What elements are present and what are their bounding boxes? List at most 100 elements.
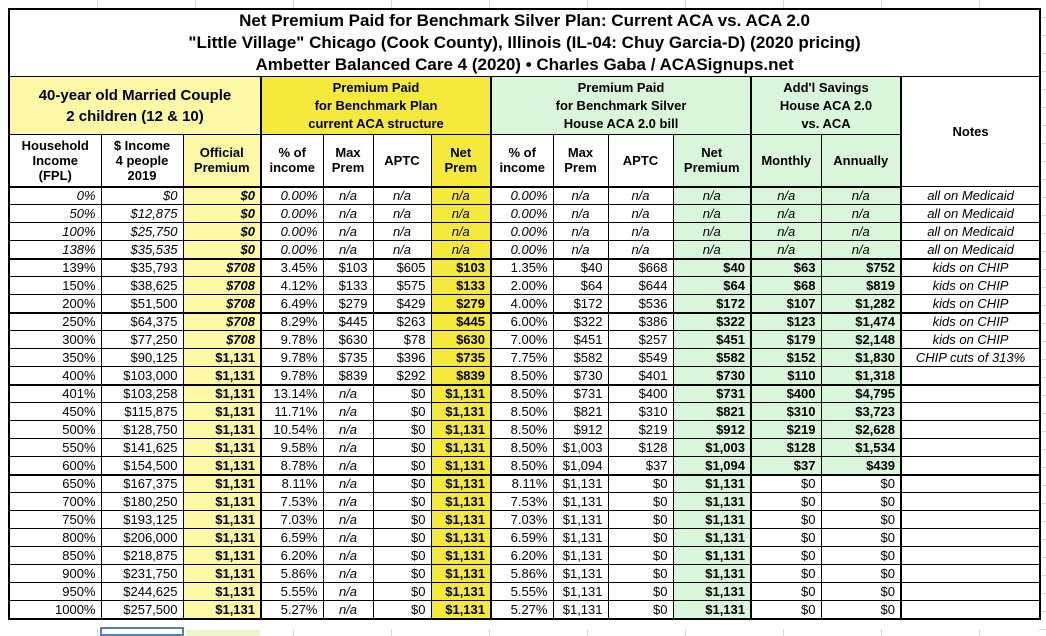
cell-income[interactable]: $128,750 — [100, 420, 184, 439]
cell-aca2-net-premium[interactable]: $582 — [672, 348, 752, 367]
cell-income[interactable]: $193,125 — [100, 510, 184, 529]
cell-aca-max-prem[interactable]: $735 — [322, 348, 374, 367]
cell-fpl[interactable]: 0% — [8, 186, 102, 205]
cell-income[interactable]: $103,258 — [100, 384, 184, 403]
cell-aca-max-prem[interactable]: n/a — [322, 240, 374, 260]
cell-official-premium[interactable]: $1,131 — [182, 438, 262, 457]
cell-aca-aptc[interactable]: $0 — [372, 600, 432, 619]
cell-aca-aptc[interactable]: $0 — [372, 474, 432, 493]
cell-savings-annually[interactable]: $0 — [820, 600, 902, 619]
cell-aca-pct-income[interactable]: 7.03% — [260, 510, 324, 529]
cell-fpl[interactable]: 1000% — [8, 600, 102, 619]
cell-income[interactable]: $35,793 — [100, 258, 184, 277]
cell-aca-aptc[interactable]: n/a — [372, 204, 432, 223]
cell-aca2-pct-income[interactable]: 0.00% — [490, 240, 554, 260]
cell-aca2-pct-income[interactable]: 5.86% — [490, 564, 554, 583]
cell-aca2-pct-income[interactable]: 1.35% — [490, 258, 554, 277]
cell-note[interactable] — [900, 456, 1041, 476]
cell-income[interactable]: $25,750 — [100, 222, 184, 241]
section-header-household[interactable]: 40-year old Married Couple 2 children (1… — [8, 76, 262, 135]
cell-savings-monthly[interactable]: $0 — [750, 492, 822, 511]
cell-fpl[interactable]: 350% — [8, 348, 102, 367]
cell-aca-max-prem[interactable]: n/a — [322, 438, 374, 457]
cell-income[interactable]: $218,875 — [100, 546, 184, 565]
cell-note[interactable] — [900, 582, 1041, 601]
cell-savings-monthly[interactable]: n/a — [750, 186, 822, 205]
cell-aca2-aptc[interactable]: $0 — [607, 582, 674, 601]
cell-fpl[interactable]: 100% — [8, 222, 102, 241]
column-header-savings-monthly[interactable]: Monthly — [750, 134, 822, 188]
cell-aca-net-prem[interactable]: $133 — [430, 276, 492, 295]
cell-income[interactable]: $231,750 — [100, 564, 184, 583]
cell-aca2-pct-income[interactable]: 7.53% — [490, 492, 554, 511]
cell-savings-monthly[interactable]: $0 — [750, 510, 822, 529]
cell-aca2-aptc[interactable]: $0 — [607, 510, 674, 529]
cell-savings-annually[interactable]: n/a — [820, 222, 902, 241]
cell-aca-max-prem[interactable]: $279 — [322, 294, 374, 314]
cell-aca2-net-premium[interactable]: n/a — [672, 204, 752, 223]
cell-aca-max-prem[interactable]: n/a — [322, 222, 374, 241]
cell-note[interactable]: all on Medicaid — [900, 186, 1041, 205]
cell-aca2-aptc[interactable]: n/a — [607, 186, 674, 205]
cell-official-premium[interactable]: $1,131 — [182, 474, 262, 493]
cell-aca2-max-prem[interactable]: $730 — [552, 366, 609, 386]
cell-income[interactable]: $12,875 — [100, 204, 184, 223]
cell-aca2-aptc[interactable]: $0 — [607, 474, 674, 493]
cell-note[interactable]: all on Medicaid — [900, 222, 1041, 241]
cell-aca-aptc[interactable]: $0 — [372, 492, 432, 511]
cell-official-premium[interactable]: $1,131 — [182, 348, 262, 367]
cell-income[interactable]: $0 — [100, 186, 184, 205]
cell-savings-annually[interactable]: $2,148 — [820, 330, 902, 349]
cell-aca2-max-prem[interactable]: $1,131 — [552, 564, 609, 583]
cell-fpl[interactable]: 450% — [8, 402, 102, 421]
cell-official-premium[interactable]: $1,131 — [182, 384, 262, 403]
cell-aca-net-prem[interactable]: $630 — [430, 330, 492, 349]
cell-savings-annually[interactable]: $2,628 — [820, 420, 902, 439]
cell-savings-monthly[interactable]: $68 — [750, 276, 822, 295]
cell-aca-pct-income[interactable]: 8.11% — [260, 474, 324, 493]
cell-aca2-net-premium[interactable]: $731 — [672, 384, 752, 403]
section-header-aca2[interactable]: Premium Paid for Benchmark Silver House … — [490, 76, 752, 135]
cell-aca2-net-premium[interactable]: $1,131 — [672, 528, 752, 547]
cell-aca-max-prem[interactable]: n/a — [322, 564, 374, 583]
cell-savings-monthly[interactable]: $0 — [750, 582, 822, 601]
cell-aca-pct-income[interactable]: 3.45% — [260, 258, 324, 277]
cell-savings-monthly[interactable]: n/a — [750, 222, 822, 241]
cell-aca-pct-income[interactable]: 0.00% — [260, 240, 324, 260]
cell-aca-max-prem[interactable]: n/a — [322, 420, 374, 439]
cell-income[interactable]: $64,375 — [100, 312, 184, 331]
cell-aca-net-prem[interactable]: $839 — [430, 366, 492, 386]
cell-aca2-max-prem[interactable]: $1,131 — [552, 492, 609, 511]
cell-aca-aptc[interactable]: $575 — [372, 276, 432, 295]
cell-fpl[interactable]: 650% — [8, 474, 102, 493]
column-header-aca2-net-premium[interactable]: Net Premium — [672, 134, 752, 188]
cell-savings-monthly[interactable]: $310 — [750, 402, 822, 421]
cell-aca-aptc[interactable]: $605 — [372, 258, 432, 277]
cell-aca2-net-premium[interactable]: $1,131 — [672, 510, 752, 529]
cell-aca-max-prem[interactable]: n/a — [322, 474, 374, 493]
cell-fpl[interactable]: 800% — [8, 528, 102, 547]
cell-savings-annually[interactable]: n/a — [820, 186, 902, 205]
cell-aca-net-prem[interactable]: $1,131 — [430, 474, 492, 493]
cell-aca2-aptc[interactable]: $536 — [607, 294, 674, 314]
cell-aca-pct-income[interactable]: 8.78% — [260, 456, 324, 476]
cell-savings-annually[interactable]: $1,830 — [820, 348, 902, 367]
cell-savings-monthly[interactable]: $0 — [750, 528, 822, 547]
cell-aca-max-prem[interactable]: n/a — [322, 600, 374, 619]
cell-savings-annually[interactable]: $1,534 — [820, 438, 902, 457]
cell-aca2-max-prem[interactable]: $40 — [552, 258, 609, 277]
cell-savings-annually[interactable]: $439 — [820, 456, 902, 476]
cell-aca2-max-prem[interactable]: $1,131 — [552, 600, 609, 619]
cell-aca2-aptc[interactable]: $0 — [607, 546, 674, 565]
cell-aca2-net-premium[interactable]: $730 — [672, 366, 752, 386]
column-header-aca-net-prem[interactable]: Net Prem — [430, 134, 492, 188]
cell-savings-annually[interactable]: n/a — [820, 240, 902, 260]
cell-aca-aptc[interactable]: $78 — [372, 330, 432, 349]
cell-aca-net-prem[interactable]: $1,131 — [430, 420, 492, 439]
cell-income[interactable]: $115,875 — [100, 402, 184, 421]
cell-aca-pct-income[interactable]: 9.78% — [260, 366, 324, 386]
cell-fpl[interactable]: 850% — [8, 546, 102, 565]
cell-fpl[interactable]: 550% — [8, 438, 102, 457]
cell-official-premium[interactable]: $1,131 — [182, 510, 262, 529]
cell-income[interactable]: $206,000 — [100, 528, 184, 547]
